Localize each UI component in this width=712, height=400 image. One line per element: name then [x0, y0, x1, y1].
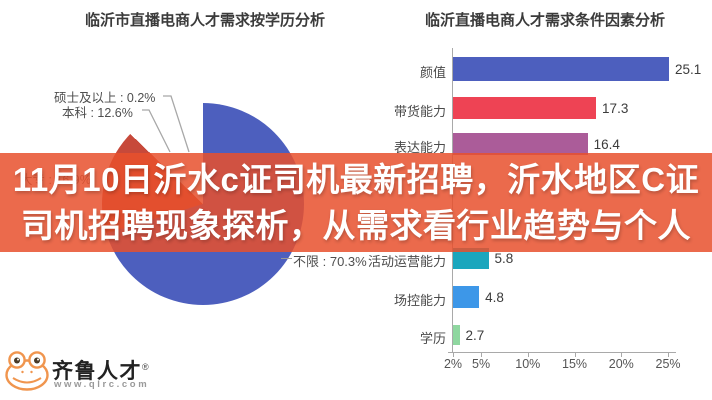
pie-label-unlimited: 不限 : 70.3%	[293, 254, 367, 269]
bar-rect	[453, 133, 588, 155]
bar-rect	[453, 248, 489, 269]
x-axis-tick-label: 2%	[443, 357, 463, 371]
bar-value-label: 25.1	[674, 61, 702, 77]
bar-category-label: 活动运营能力	[367, 254, 446, 269]
pie-label-master: 硕士及以上 : 0.2%	[54, 91, 156, 105]
logo-brand-text: 齐鲁人才®	[52, 355, 150, 385]
bar-value-label: 17.3	[602, 100, 629, 116]
logo-brand-name: 齐鲁人才	[52, 360, 142, 383]
headline-overlay-banner: 11月10日沂水c证司机最新招聘，沂水地区C证 司机招聘现象探析，从需求看行业趋…	[0, 153, 712, 252]
bar-category-label: 学历	[419, 330, 446, 346]
bar-rect	[453, 97, 597, 119]
headline-line-1: 11月10日沂水c证司机最新招聘，沂水地区C证	[12, 160, 700, 198]
x-axis-tick-mark	[574, 352, 576, 357]
bar-category-label: 带货能力	[393, 103, 446, 119]
pie-label-bachelor: 本科 : 12.6%	[62, 106, 133, 120]
frog-logo-icon	[5, 351, 49, 391]
bar-chart-x-axis	[448, 352, 676, 353]
x-axis-tick-label: 25%	[655, 357, 681, 371]
x-axis-tick-mark	[621, 352, 623, 357]
x-axis-tick-mark	[481, 352, 483, 357]
x-axis-tick-label: 5%	[472, 357, 491, 371]
x-axis-tick-label: 15%	[562, 357, 588, 371]
registered-trademark-icon: ®	[142, 362, 151, 372]
bar-rect	[453, 286, 480, 308]
bar-value-label: 5.8	[494, 251, 514, 266]
left-chart-title: 临沂市直播电商人才需求按学历分析	[84, 12, 325, 29]
x-axis-tick-label: 20%	[608, 357, 634, 371]
x-axis-tick-label: 10%	[515, 357, 541, 371]
pie-label-unlimited-leader	[281, 258, 292, 259]
logo-website-text: www.qlrc.com	[54, 379, 150, 390]
bar-value-label: 2.7	[465, 327, 485, 343]
right-chart-title: 临沂直播电商人才需求条件因素分析	[424, 12, 665, 29]
headline-line-2: 司机招聘现象探析，从需求看行业趋势与个人	[21, 206, 691, 244]
x-axis-tick-mark	[527, 352, 529, 357]
bar-value-label: 16.4	[593, 136, 620, 152]
bar-category-label: 表达能力	[393, 139, 446, 155]
bar-rect	[453, 325, 460, 345]
bar-category-label: 场控能力	[393, 292, 446, 308]
bar-rect	[453, 57, 669, 81]
x-axis-tick-mark	[453, 352, 454, 357]
pie-leader-lines	[142, 95, 190, 153]
bar-value-label: 4.8	[485, 289, 504, 305]
x-axis-tick-mark	[668, 352, 670, 357]
bar-category-label: 颜值	[419, 64, 446, 80]
